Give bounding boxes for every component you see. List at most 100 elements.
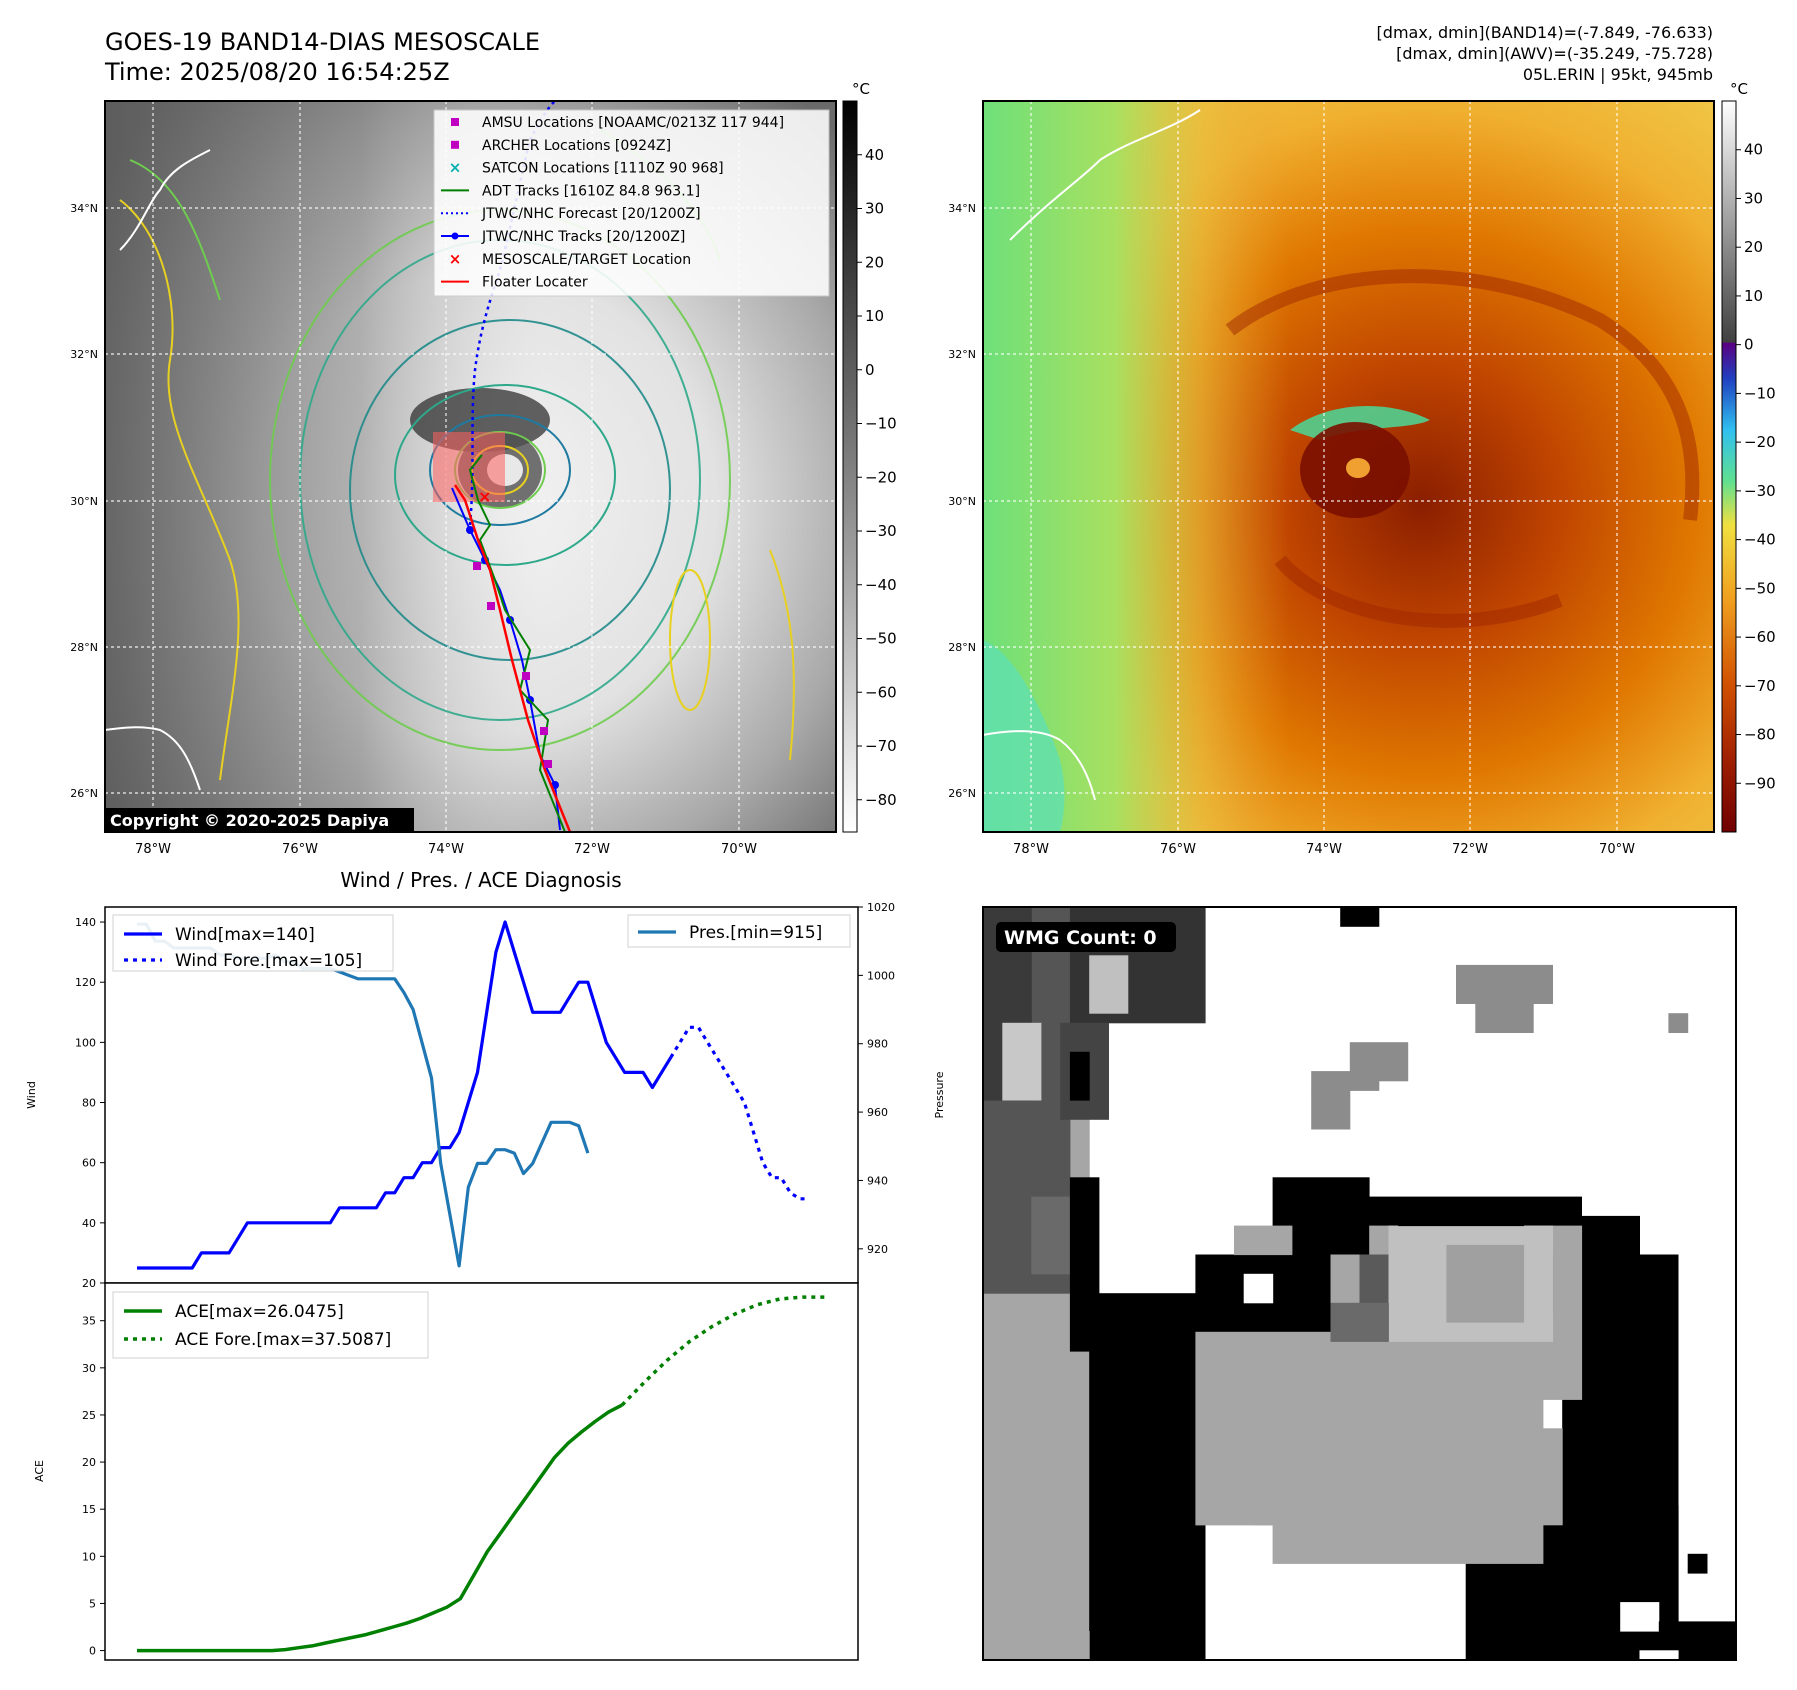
pressure-ytick-label: 920 [867,1243,888,1256]
colorbar-tick-label: 40 [865,146,884,164]
info-awv: [dmax, dmin](AWV)=(-35.249, -75.728) [1396,44,1713,63]
ace-chart: 0 5 10 15 20 25 30 35 ACE ACE[max=26.0475] ACE F… [33,1282,859,1661]
ace-ytick-label: 35 [82,1315,96,1328]
info-storm: 05L.ERIN | 95kt, 945mb [1523,65,1713,84]
wmg-count-label: WMG Count: 0 [1004,927,1157,949]
legend-label: JTWC/NHC Forecast [20/1200Z] [481,206,701,222]
colorbar-tick-label: 20 [1744,238,1763,256]
lat-tick-label: 32°N [948,348,976,361]
colorbar-tick-label: −40 [1744,531,1776,549]
lon-tick-label: 70°W [721,842,757,857]
pressure-ytick-label: 1000 [867,969,895,982]
colorbar-tick-label: 30 [865,200,884,218]
colorbar-color: °C 40 30 20 10 0 −10 −20 −30 −40 −50 −60 −70 −80 −90 [1721,80,1776,833]
ace-legend-box: ACE[max=26.0475] ACE Fore.[max=37.5087] [112,1291,429,1359]
lon-tick-label: 78°W [1013,842,1049,857]
ace-ytick-label: 10 [82,1550,96,1563]
colorbar-tick-label: −60 [1744,628,1776,646]
ace-ytick-label: 5 [89,1597,96,1610]
wind-ytick-label: 60 [82,1157,96,1170]
wind-pressure-chart: 20 40 60 80 100 120 140 920 940 960 980 1000 1020 Wi… [25,901,946,1290]
ace-ylabel: ACE [33,1460,46,1482]
pressure-legend-box: Pres.[min=915] [627,914,851,948]
svg-text:×: × [478,487,491,506]
colorbar-tick-label: −20 [865,468,897,486]
legend-entry: JTWC/NHC Tracks [20/1200Z] [441,229,685,245]
colorbar-tick-label: −30 [1744,482,1776,500]
diagnosis-title: Wind / Pres. / ACE Diagnosis [340,868,621,892]
lat-tick-label: 32°N [70,348,98,361]
lon-tick-label: 76°W [282,842,318,857]
legend-label: JTWC/NHC Tracks [20/1200Z] [481,229,685,245]
lat-tick-label: 28°N [948,641,976,654]
colorbar-tick-label: 20 [865,253,884,271]
lat-tick-label: 30°N [948,495,976,508]
legend-entry: ADT Tracks [1610Z 84.8 963.1] [441,183,700,199]
legend-label: AMSU Locations [NOAAMC/0213Z 117 944] [482,115,784,131]
ace-ytick-label: 20 [82,1456,96,1469]
colorbar-tick-label: −30 [865,522,897,540]
lat-tick-label: 28°N [70,641,98,654]
colorbar-tick-label: −40 [865,576,897,594]
lon-tick-label: 74°W [1306,842,1342,857]
lon-tick-label: 72°W [574,842,610,857]
pressure-ytick-label: 1020 [867,901,895,914]
legend-marker [451,118,459,126]
legend-entry: ARCHER Locations [0924Z] [451,138,671,154]
colorbar-color-unit: °C [1730,80,1748,98]
wind-ytick-label: 100 [75,1036,96,1049]
colorbar-tick-label: −20 [1744,433,1776,451]
legend-marker-dot [451,232,459,240]
colorbar-tick-label: 40 [1744,141,1763,159]
legend-entry: JTWC/NHC Forecast [20/1200Z] [441,206,701,222]
lat-tick-label: 30°N [70,495,98,508]
legend-marker [451,140,459,149]
pressure-ylabel: Pressure [933,1071,946,1118]
map1-lat-labels: 34°N 32°N 30°N 28°N 26°N [70,202,98,800]
wind-ytick-label: 140 [75,916,96,929]
map2-lat-labels: 34°N 32°N 30°N 28°N 26°N [948,202,976,800]
colorbar-tick-label: 0 [1744,336,1754,354]
ir-grayscale-map: × Copyright © 2020-2025 Dapiya AMSU Loca… [104,100,837,833]
ace-ytick-label: 0 [89,1645,96,1658]
map-legend: AMSU Locations [NOAAMC/0213Z 117 944] ARC… [433,109,830,297]
colorbar-tick-label: 10 [1744,287,1763,305]
colorbar-tick-label: 10 [865,307,884,325]
colorbar-tick-label: 0 [865,361,875,379]
map1-lon-labels: 78°W 76°W 74°W 72°W 70°W [135,842,757,857]
wind-ylabel: Wind [25,1081,38,1109]
colorbar-tick-label: −90 [1744,774,1776,792]
legend-marker: × [449,250,462,268]
legend-label: Floater Locater [482,275,588,291]
legend-entry: Floater Locater [441,275,588,291]
lon-tick-label: 76°W [1160,842,1196,857]
ace-line [137,1403,623,1653]
wind-forecast-line [669,1025,809,1201]
jtwc-track [451,487,561,831]
legend-label: ADT Tracks [1610Z 84.8 963.1] [482,183,700,199]
legend-entry: × SATCON Locations [1110Z 90 968] [449,159,724,177]
pressure-ytick-label: 980 [867,1038,888,1051]
colorbar-gray-unit: °C [852,80,870,98]
legend-entry: AMSU Locations [NOAAMC/0213Z 117 944] [451,115,784,131]
ace-ytick-label: 30 [82,1362,96,1375]
lon-tick-label: 72°W [1452,842,1488,857]
wind-ytick-label: 20 [82,1277,96,1290]
wind-ytick-label: 80 [82,1097,96,1110]
info-band14: [dmax, dmin](BAND14)=(-7.849, -76.633) [1377,23,1713,42]
colorbar-tick-label: −70 [1744,677,1776,695]
wind-line [137,920,673,1270]
lat-tick-label: 26°N [70,787,98,800]
colorbar-tick-label: −50 [865,630,897,648]
legend-label: MESOSCALE/TARGET Location [482,252,691,268]
figure-title: GOES-19 BAND14-DIAS MESOSCALE [105,28,540,56]
ace-ytick-label: 25 [82,1409,96,1422]
legend-label: Wind[max=140] [175,925,315,945]
colorbar-tick-label: −80 [865,791,897,809]
pressure-ytick-label: 960 [867,1106,888,1119]
figure-time: Time: 2025/08/20 16:54:25Z [104,58,450,86]
colorbar-tick-label: 30 [1744,189,1763,207]
colorbar-tick-label: −50 [1744,579,1776,597]
lat-tick-label: 26°N [948,787,976,800]
map2-lon-labels: 78°W 76°W 74°W 72°W 70°W [1013,842,1635,857]
